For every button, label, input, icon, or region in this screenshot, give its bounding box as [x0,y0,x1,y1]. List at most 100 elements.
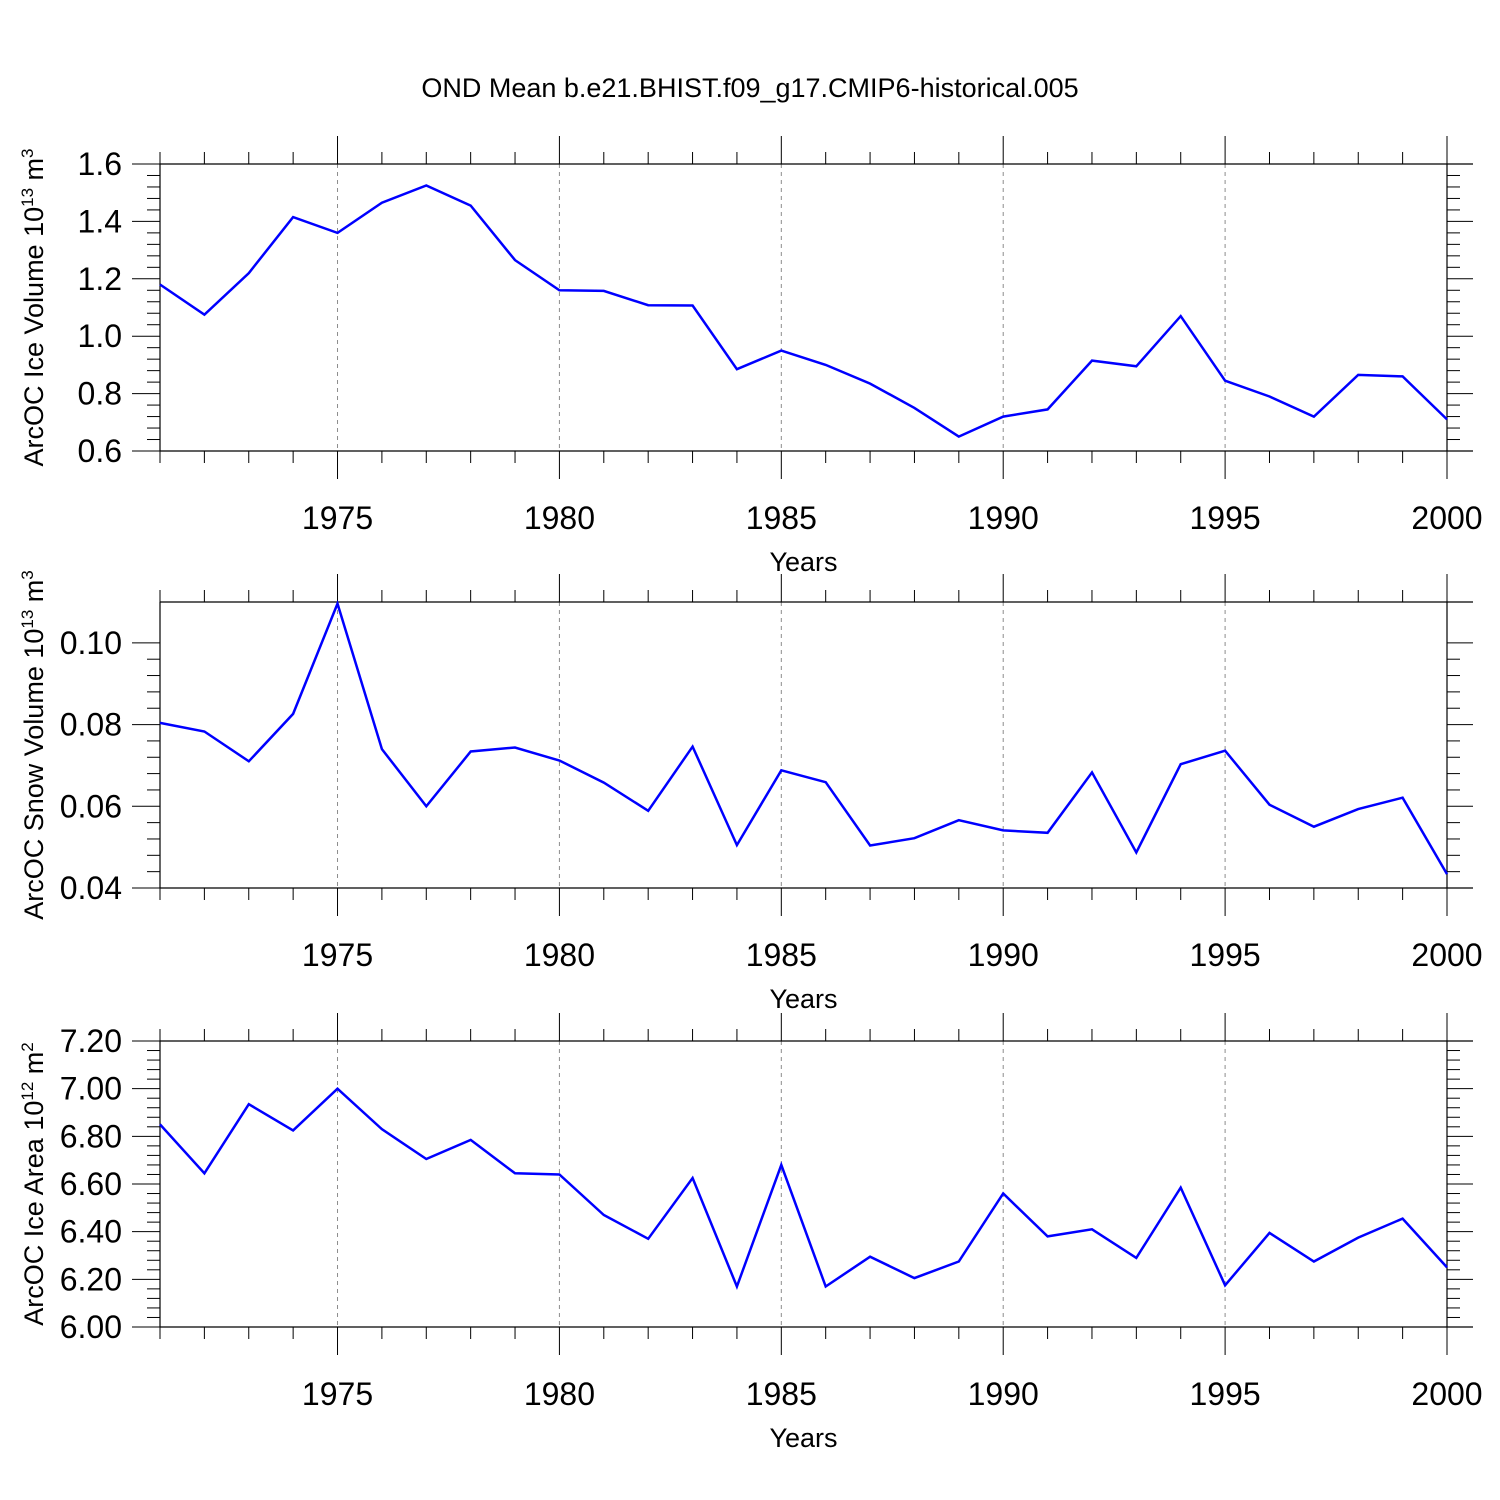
data-point [691,1176,695,1180]
y-tick-label: 7.00 [60,1071,122,1107]
data-point [424,804,428,808]
data-point [1179,762,1183,766]
y-tick-label: 0.06 [60,788,122,824]
data-point [1223,379,1227,383]
chart-title: OND Mean b.e21.BHIST.f09_g17.CMIP6-histo… [421,73,1078,103]
y-tick-label: 7.20 [60,1023,122,1059]
data-point [1179,1186,1183,1190]
data-point [691,745,695,749]
data-point [735,1284,739,1288]
y-tick-label: 6.00 [60,1309,122,1345]
data-point [691,303,695,307]
x-tick-label: 1975 [302,1376,373,1412]
data-point [469,1138,473,1142]
x-tick-label: 2000 [1411,937,1482,973]
data-point [602,781,606,785]
chart-panel-2: 0.04 0.06 0.08 0.10 1975 1980 1985 1990 1995 2000… [18,570,1483,1014]
data-point [1312,1259,1316,1263]
data-point [202,730,206,734]
data-point [336,602,340,606]
data-point [380,201,384,205]
y-tick-label: 6.20 [60,1261,122,1297]
x-tick-label: 1985 [746,500,817,536]
data-point [912,1276,916,1280]
data-point [247,759,251,763]
data-point [779,768,783,772]
data-point [1090,770,1094,774]
x-tick-label: 1995 [1190,1376,1261,1412]
data-point [779,349,783,353]
x-axis-title: Years [769,984,837,1014]
data-point [868,1255,872,1259]
data-point [557,1172,561,1176]
data-point [1401,796,1405,800]
data-point [336,231,340,235]
data-point [1445,872,1449,876]
data-point [779,1163,783,1167]
data-point [1001,1192,1005,1196]
series-line [159,184,1448,439]
y-axis-title: ArcOC Ice Volume 1013 m3 [18,148,49,466]
data-point [247,271,251,275]
x-tick-label: 1975 [302,500,373,536]
data-point [957,1259,961,1263]
data-point [380,747,384,751]
data-point [1356,1236,1360,1240]
data-point [824,780,828,784]
y-tick-label: 0.6 [78,433,122,469]
x-tick-label: 1995 [1190,500,1261,536]
y-tick-label: 1.0 [78,318,122,354]
x-tick-label: 1990 [968,500,1039,536]
data-point [513,1171,517,1175]
data-point [1134,364,1138,368]
data-point [957,818,961,822]
data-point [1401,1217,1405,1221]
data-point [735,367,739,371]
data-point [1356,373,1360,377]
data-point [1223,749,1227,753]
data-point [1046,1234,1050,1238]
data-point [247,1102,251,1106]
data-point [1001,828,1005,832]
y-axis-title: ArcOC Snow Volume 1013 m3 [18,570,49,920]
data-point [158,721,162,725]
data-point [469,750,473,754]
x-tick-label: 1995 [1190,937,1261,973]
data-point [868,382,872,386]
data-point [1401,374,1405,378]
data-point [513,745,517,749]
y-tick-label: 0.08 [60,707,122,743]
x-axis-title: Years [769,547,837,577]
data-point [557,759,561,763]
data-point [291,712,295,716]
data-point [1134,850,1138,854]
data-point [469,204,473,208]
x-tick-label: 1975 [302,937,373,973]
x-tick-label: 1985 [746,1376,817,1412]
data-point [513,258,517,262]
data-point [602,289,606,293]
chart-panel-3: 6.00 6.20 6.40 6.60 6.80 7.00 7.20 1975 1980 1985… [18,1013,1483,1453]
x-tick-label: 1990 [968,937,1039,973]
data-point [202,313,206,317]
y-tick-label: 6.80 [60,1118,122,1154]
y-axis-title: ArcOC Ice Area 1012 m2 [18,1042,49,1326]
x-tick-label: 1990 [968,1376,1039,1412]
x-axis-title: Years [769,1423,837,1453]
y-tick-label: 0.04 [60,870,122,906]
data-point [424,184,428,188]
y-tick-label: 1.2 [78,261,122,297]
data-point [1090,359,1094,363]
data-point [1267,394,1271,398]
x-tick-label: 1980 [524,937,595,973]
x-tick-label: 2000 [1411,1376,1482,1412]
data-point [1356,807,1360,811]
chart-panel-1: 0.6 0.8 1.0 1.2 1.4 1.6 1975 1980 1985 1990 1995 20… [18,136,1483,577]
data-point [158,283,162,287]
data-point [1312,825,1316,829]
data-point [1046,831,1050,835]
y-tick-label: 0.10 [60,625,122,661]
data-point [291,215,295,219]
data-point [557,288,561,292]
